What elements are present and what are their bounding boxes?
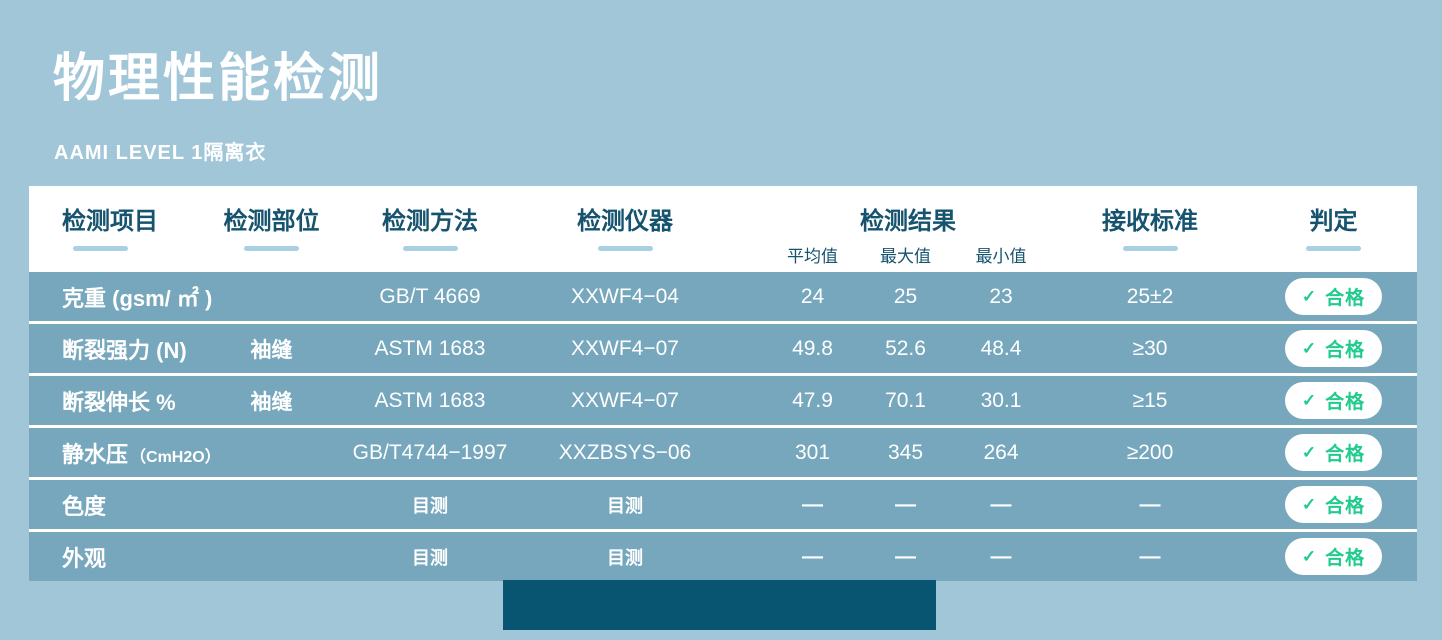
page-subtitle: AAMI LEVEL 1隔离衣 (54, 142, 267, 164)
cell-minimum: — (990, 492, 1012, 516)
cell-method: GB/T 4669 (379, 284, 481, 308)
cell-maximum: — (895, 492, 916, 516)
header-underline (1122, 246, 1178, 251)
cell-standard: ≥200 (1126, 440, 1174, 464)
check-icon: ✓ (1301, 442, 1317, 462)
table-row: 色度 目测 目测 — — — — ✓ 合格 (29, 480, 1417, 529)
pass-badge: ✓ 合格 (1284, 278, 1383, 315)
cell-instrument: XXZBSYS−06 (558, 440, 692, 464)
table-row: 外观 目测 目测 — — — — ✓ 合格 (29, 532, 1417, 581)
footer-bar (503, 580, 936, 630)
cell-instrument: XXWF4−07 (571, 388, 679, 412)
cell-maximum: — (895, 544, 916, 568)
cell-verdict: ✓ 合格 (1250, 278, 1417, 315)
table-row: 断裂强力 (N) 袖缝 ASTM 1683 XXWF4−07 49.8 52.6… (29, 324, 1417, 373)
cell-maximum: 52.6 (885, 336, 926, 360)
cell-item: 外观 (62, 545, 107, 571)
check-icon: ✓ (1301, 546, 1317, 566)
header-underline (244, 246, 299, 251)
col-header-verdict: 判定 (1309, 208, 1358, 235)
cell-maximum: 70.1 (885, 388, 926, 412)
cell-item: 克重 (gsm/ ㎡ ) (62, 285, 213, 311)
col-header-method: 检测方法 (382, 208, 478, 235)
table-row: 静水压 （CmH2O） GB/T4744−1997 XXZBSYS−06 301 … (29, 428, 1417, 477)
col-header-max: 最大值 (880, 247, 931, 266)
cell-part: 袖缝 (250, 338, 293, 362)
pass-badge: ✓ 合格 (1284, 434, 1383, 471)
col-header-instrument: 检测仪器 (577, 208, 673, 235)
cell-average: — (802, 544, 823, 568)
cell-item: 色度 (62, 493, 107, 519)
cell-maximum: 25 (893, 284, 918, 308)
check-icon: ✓ (1301, 338, 1317, 358)
col-header-min: 最小值 (975, 247, 1027, 266)
cell-instrument: 目测 (607, 495, 643, 516)
cell-standard: ≥30 (1132, 336, 1168, 360)
table-row: 断裂伸长 % 袖缝 ASTM 1683 XXWF4−07 47.9 70.1 3… (29, 376, 1417, 425)
cell-standard: 25±2 (1126, 284, 1174, 308)
cell-item: 静水压 （CmH2O） (62, 441, 221, 467)
cell-minimum: 48.4 (980, 336, 1022, 360)
pass-badge-label: 合格 (1325, 444, 1366, 465)
cell-verdict: ✓ 合格 (1250, 538, 1417, 575)
cell-average: 47.9 (792, 388, 833, 412)
check-icon: ✓ (1301, 494, 1317, 514)
cell-method: 目测 (412, 495, 448, 516)
cell-verdict: ✓ 合格 (1250, 486, 1417, 523)
col-header-result: 检测结果 (860, 208, 956, 235)
cell-average: — (802, 492, 823, 516)
pass-badge-label: 合格 (1325, 392, 1366, 413)
cell-method: ASTM 1683 (374, 388, 486, 412)
cell-minimum: 264 (983, 440, 1019, 464)
cell-minimum: 23 (989, 284, 1013, 308)
pass-badge: ✓ 合格 (1284, 382, 1383, 419)
col-header-avg: 平均值 (787, 247, 838, 266)
header-underline (597, 246, 653, 251)
cell-method: ASTM 1683 (374, 336, 486, 360)
cell-maximum: 345 (887, 440, 924, 464)
col-header-item: 检测项目 (62, 208, 158, 235)
cell-item: 断裂强力 (N) (62, 337, 187, 363)
cell-minimum: — (990, 544, 1012, 568)
cell-standard: — (1139, 544, 1161, 568)
pass-badge-label: 合格 (1325, 548, 1366, 569)
pass-badge: ✓ 合格 (1284, 486, 1383, 523)
header-underline (1306, 246, 1361, 251)
cell-verdict: ✓ 合格 (1250, 382, 1417, 419)
table-header: 检测项目 检测部位 检测方法 检测仪器 检测结果 接收标准 判定 平均值 最大值… (29, 186, 1417, 270)
pass-badge-label: 合格 (1325, 288, 1366, 309)
cell-part: 袖缝 (250, 390, 293, 414)
cell-average: 24 (800, 284, 825, 308)
pass-badge-label: 合格 (1325, 496, 1366, 517)
cell-verdict: ✓ 合格 (1250, 434, 1417, 471)
table-row: 克重 (gsm/ ㎡ ) GB/T 4669 XXWF4−04 24 25 23… (29, 272, 1417, 321)
cell-instrument: XXWF4−07 (571, 336, 679, 360)
header-underline (402, 246, 458, 251)
cell-average: 49.8 (792, 336, 833, 360)
cell-standard: — (1139, 492, 1161, 516)
col-header-standard: 接收标准 (1102, 208, 1198, 235)
cell-average: 301 (794, 440, 831, 464)
col-header-part: 检测部位 (223, 208, 320, 235)
cell-verdict: ✓ 合格 (1250, 330, 1417, 367)
check-icon: ✓ (1301, 286, 1317, 306)
header-underline (73, 246, 128, 251)
cell-method: GB/T4744−1997 (352, 440, 508, 464)
pass-badge-label: 合格 (1325, 340, 1366, 361)
cell-minimum: 30.1 (980, 388, 1022, 412)
pass-badge: ✓ 合格 (1284, 330, 1383, 367)
cell-item: 断裂伸长 % (62, 389, 176, 415)
cell-instrument: 目测 (607, 547, 643, 568)
cell-method: 目测 (412, 547, 448, 568)
cell-standard: ≥15 (1132, 388, 1168, 412)
table-body: 克重 (gsm/ ㎡ ) GB/T 4669 XXWF4−04 24 25 23… (29, 270, 1417, 581)
page-title: 物理性能检测 (53, 50, 384, 108)
pass-badge: ✓ 合格 (1284, 538, 1383, 575)
cell-instrument: XXWF4−04 (571, 284, 679, 308)
check-icon: ✓ (1301, 390, 1317, 410)
test-results-table: 检测项目 检测部位 检测方法 检测仪器 检测结果 接收标准 判定 平均值 最大值… (29, 186, 1417, 581)
